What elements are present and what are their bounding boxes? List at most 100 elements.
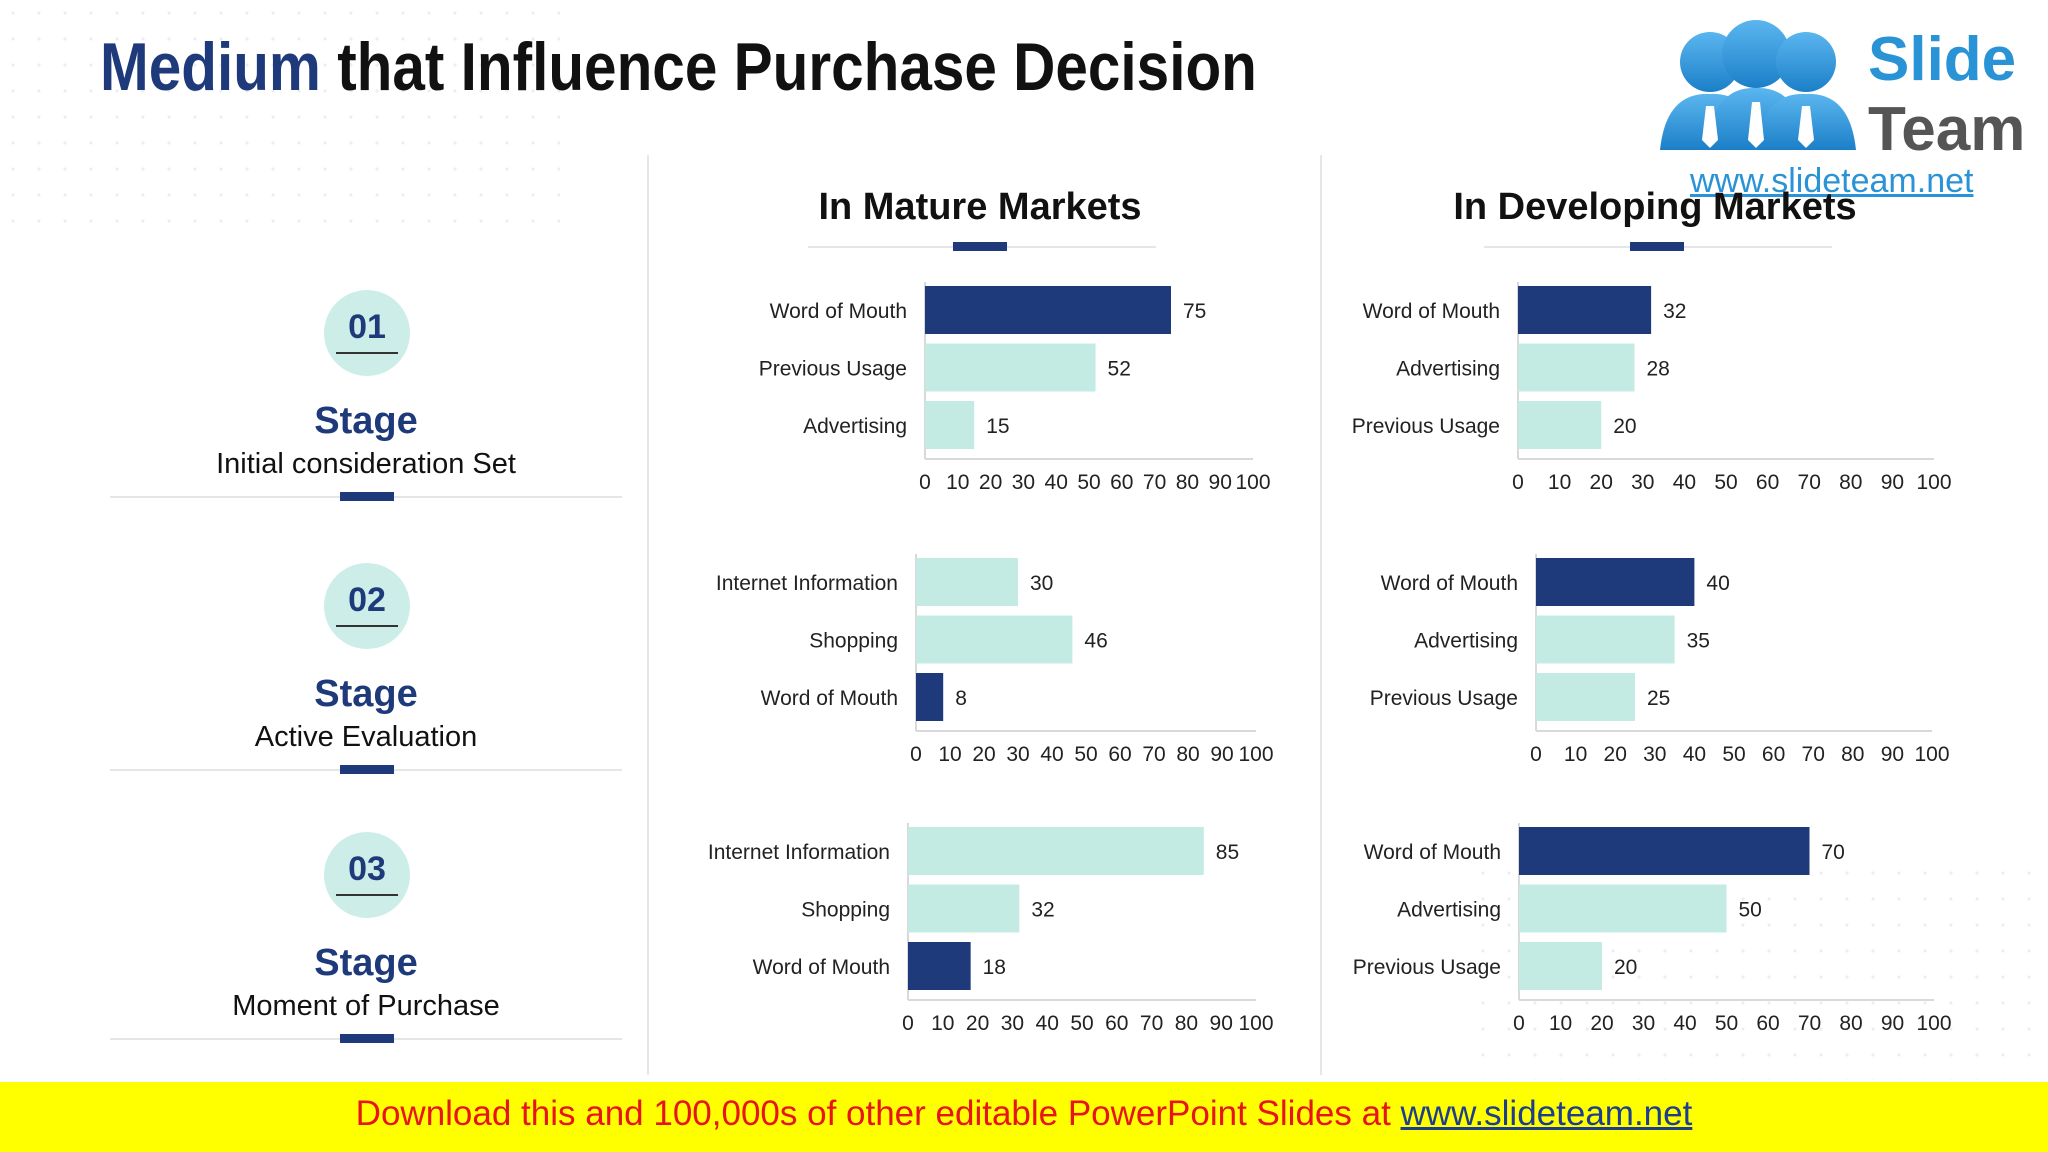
x-tick-label: 50 — [1714, 471, 1737, 494]
stage-accent-tick — [340, 492, 394, 501]
data-label: 20 — [1613, 415, 1636, 438]
x-tick-label: 70 — [1140, 1012, 1163, 1035]
x-tick-label: 40 — [1036, 1012, 1059, 1035]
category-label: Previous Usage — [1352, 415, 1500, 438]
x-tick-label: 40 — [1040, 743, 1063, 766]
x-tick-label: 100 — [1914, 743, 1949, 766]
category-label: Internet Information — [716, 572, 898, 595]
x-tick-label: 100 — [1916, 1012, 1951, 1035]
category-label: Previous Usage — [1353, 956, 1501, 979]
x-tick-label: 20 — [979, 471, 1002, 494]
x-tick-label: 100 — [1916, 471, 1951, 494]
x-tick-label: 60 — [1108, 743, 1131, 766]
category-label: Previous Usage — [759, 358, 907, 381]
x-tick-label: 70 — [1798, 1012, 1821, 1035]
data-label: 52 — [1108, 358, 1131, 381]
bar — [1518, 286, 1652, 334]
banner-link[interactable]: www.slideteam.net — [1400, 1094, 1693, 1133]
badge-underline — [336, 352, 398, 354]
bar — [1519, 884, 1727, 933]
dot-pattern-top-left — [0, 0, 560, 240]
x-tick-label: 90 — [1881, 1012, 1904, 1035]
x-tick-label: 50 — [1070, 1012, 1093, 1035]
x-tick-label: 100 — [1235, 471, 1270, 494]
data-label: 32 — [1663, 300, 1686, 323]
data-label: 18 — [983, 956, 1006, 979]
category-label: Shopping — [809, 630, 898, 653]
x-tick-label: 40 — [1045, 471, 1068, 494]
x-tick-label: 80 — [1176, 471, 1199, 494]
category-label: Advertising — [1414, 630, 1518, 653]
bar — [925, 343, 1096, 392]
separator-right — [1320, 155, 1322, 1075]
x-tick-label: 50 — [1715, 1012, 1738, 1035]
x-tick-label: 80 — [1839, 471, 1862, 494]
page-title: Medium that Influence Purchase Decision — [100, 28, 1257, 106]
category-label: Internet Information — [708, 841, 890, 864]
x-tick-label: 10 — [1564, 743, 1587, 766]
logo-word-slide: Slide — [1868, 25, 2016, 94]
x-tick-label: 10 — [931, 1012, 954, 1035]
x-tick-label: 80 — [1839, 1012, 1862, 1035]
category-label: Shopping — [801, 899, 890, 922]
x-tick-label: 10 — [1549, 1012, 1572, 1035]
logo-url[interactable]: www.slideteam.net — [1690, 162, 1974, 200]
stage-block-2: 02 Stage Active Evaluation — [110, 563, 622, 803]
x-tick-label: 60 — [1110, 471, 1133, 494]
x-tick-label: 0 — [919, 471, 931, 494]
column-title-mature: In Mature Markets — [818, 186, 1142, 228]
x-tick-label: 60 — [1762, 743, 1785, 766]
x-tick-label: 70 — [1142, 743, 1165, 766]
category-label: Word of Mouth — [1363, 300, 1500, 323]
bar — [916, 673, 944, 721]
data-label: 50 — [1739, 899, 1762, 922]
bar — [1519, 942, 1602, 990]
stage-label: Stage — [314, 400, 418, 442]
bar — [908, 827, 1204, 875]
x-tick-label: 40 — [1683, 743, 1706, 766]
column-tick-developing — [1630, 242, 1684, 251]
x-tick-label: 50 — [1722, 743, 1745, 766]
banner-message: Download this and 100,000s of other edit… — [355, 1094, 1391, 1133]
x-tick-label: 90 — [1881, 471, 1904, 494]
stage-description: Initial consideration Set — [216, 448, 516, 480]
category-label: Word of Mouth — [753, 956, 890, 979]
bar — [1536, 673, 1635, 721]
title-rest: that Influence Purchase Decision — [337, 29, 1257, 105]
x-tick-label: 20 — [966, 1012, 989, 1035]
data-label: 15 — [986, 415, 1009, 438]
x-tick-label: 0 — [910, 743, 922, 766]
stage-label: Stage — [314, 942, 418, 984]
logo-word-team: Team — [1868, 95, 2025, 164]
data-label: 8 — [955, 687, 967, 710]
bar — [925, 286, 1171, 334]
x-tick-label: 30 — [1006, 743, 1029, 766]
stage-number: 02 — [348, 581, 386, 619]
bar — [1536, 558, 1695, 606]
category-label: Word of Mouth — [770, 300, 907, 323]
data-label: 28 — [1646, 358, 1669, 381]
bar — [1519, 827, 1810, 875]
x-tick-label: 0 — [1512, 471, 1524, 494]
bar — [1518, 401, 1602, 449]
separator-left — [647, 155, 649, 1075]
stage-label: Stage — [314, 673, 418, 715]
bar — [1536, 615, 1675, 664]
x-tick-label: 90 — [1209, 471, 1232, 494]
x-tick-label: 60 — [1756, 1012, 1779, 1035]
bar — [925, 401, 975, 449]
category-label: Word of Mouth — [761, 687, 898, 710]
bar — [916, 615, 1073, 664]
x-tick-label: 0 — [1513, 1012, 1525, 1035]
x-tick-label: 80 — [1175, 1012, 1198, 1035]
bar — [916, 558, 1018, 606]
data-label: 75 — [1183, 300, 1206, 323]
category-label: Previous Usage — [1370, 687, 1518, 710]
category-label: Word of Mouth — [1381, 572, 1518, 595]
stage-block-1: 01 Stage Initial consideration Set — [110, 290, 622, 530]
stage-number-badge: 03 — [324, 832, 410, 918]
x-tick-label: 60 — [1756, 471, 1779, 494]
stage-number: 03 — [348, 850, 386, 888]
data-label: 85 — [1216, 841, 1239, 864]
